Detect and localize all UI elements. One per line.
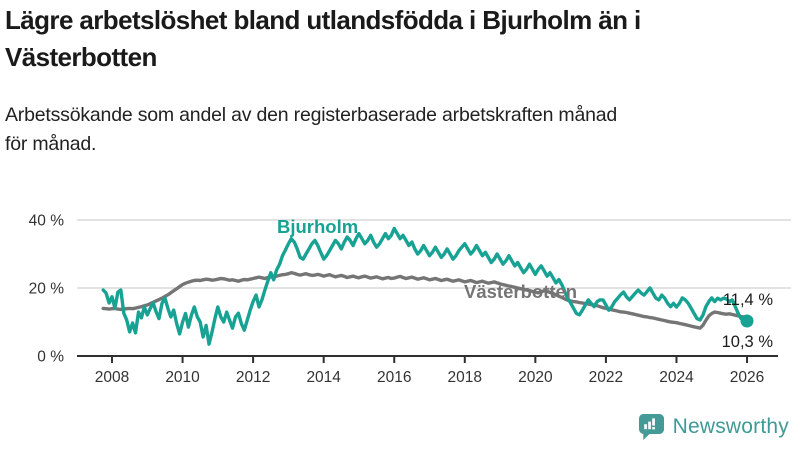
x-axis-label-2016: 2016 [377, 369, 411, 386]
page-title-line-1: Lägre arbetslöshet bland utlandsfödda i … [5, 5, 641, 35]
bjurholm-line [101, 226, 749, 346]
vasterbotten-end-value-label: 11,4 % [723, 291, 773, 309]
x-axis-label-2024: 2024 [659, 369, 694, 386]
chart-subtitle: Arbetssökande som andel av den registerb… [5, 101, 797, 159]
y-axis-label-0: 0 % [37, 349, 64, 366]
bjurholm-series-label: Bjurholm [277, 216, 358, 237]
x-axis-label-2012: 2012 [236, 369, 270, 386]
vasterbotten-line [101, 271, 749, 330]
page-title-line-2: Västerbotten [5, 42, 157, 72]
bjurholm-end-dot [740, 314, 754, 328]
chart-subtitle-line-2: för månad. [5, 133, 97, 155]
y-axis-label-40: 40 % [29, 213, 65, 230]
x-axis-label-2014: 2014 [306, 369, 341, 386]
x-axis-label-2018: 2018 [448, 369, 482, 386]
x-axis-label-2020: 2020 [518, 369, 553, 386]
x-axis-label-2022: 2022 [589, 369, 623, 386]
y-axis-label-20: 20 % [29, 281, 65, 298]
x-axis-label-2026: 2026 [730, 369, 764, 386]
newsworthy-logo[interactable]: Newsworthy [638, 411, 789, 443]
vasterbotten-series-label: Västerbotten [464, 281, 577, 302]
x-axis-label-2008: 2008 [95, 369, 129, 386]
newsworthy-wordmark: Newsworthy [672, 415, 789, 438]
x-axis-label-2010: 2010 [165, 369, 200, 386]
chart-subtitle-line-1: Arbetssökande som andel av den registerb… [5, 104, 618, 126]
bjurholm-end-value-label: 10,3 % [722, 333, 774, 351]
newsworthy-bubble-chart-icon [638, 413, 664, 440]
page-title: Lägre arbetslöshet bland utlandsfödda i … [5, 2, 797, 76]
